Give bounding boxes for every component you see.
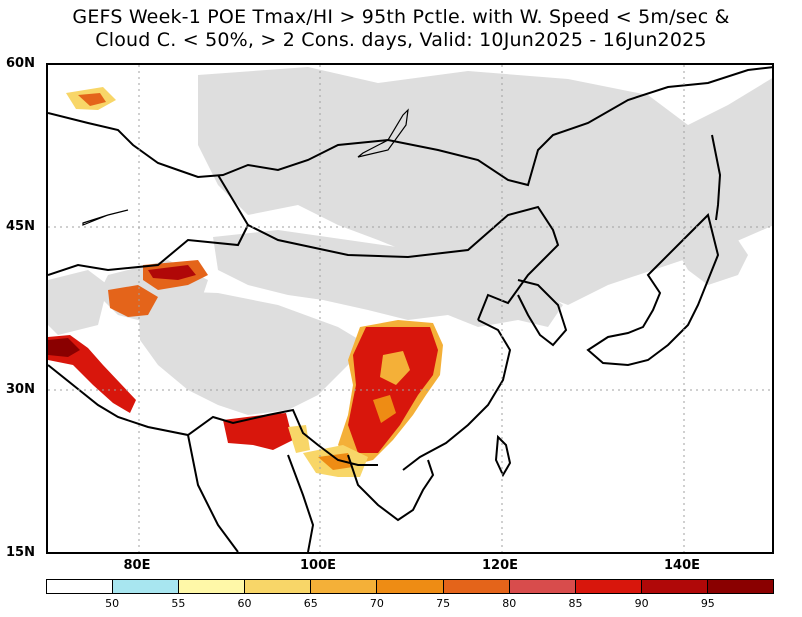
- map-title-line-1: GEFS Week-1 POE Tmax/HI > 95th Pctle. wi…: [72, 6, 730, 28]
- lat-label-45n: 45N: [6, 219, 35, 234]
- map-title-line-2: Cloud C. < 50%, > 2 Cons. days, Valid: 1…: [95, 29, 707, 51]
- lon-label-140e: 140E: [663, 558, 701, 573]
- colorbar-box: [113, 580, 180, 593]
- colorbar-tick-label: 90: [634, 597, 649, 610]
- colorbar-box: [377, 580, 444, 593]
- lat-label-15n: 15N: [6, 545, 35, 560]
- map-panel: [46, 63, 774, 554]
- colorbar-box: [311, 580, 378, 593]
- lakes: [82, 108, 409, 226]
- colorbar-box: [707, 580, 774, 593]
- colorbar-box: [443, 580, 510, 593]
- colorbar-box: [575, 580, 642, 593]
- lon-label-100e: 100E: [299, 558, 337, 573]
- colorbar-tick-label: 85: [568, 597, 583, 610]
- lat-label-30n: 30N: [6, 382, 35, 397]
- lat-label-60n: 60N: [6, 56, 35, 71]
- map-canvas: [48, 65, 772, 552]
- colorbar-box: [179, 580, 246, 593]
- colorbar-box: [641, 580, 708, 593]
- colorbar-tick-label: 95: [700, 597, 715, 610]
- colorbar-tick-label: 60: [237, 597, 252, 610]
- lon-label-80e: 80E: [123, 558, 151, 573]
- colorbar-box: [47, 580, 114, 593]
- colorbar-tick-label: 55: [171, 597, 186, 610]
- colorbar-box: [245, 580, 312, 593]
- lon-label-120e: 120E: [481, 558, 519, 573]
- colorbar-tick-label: 75: [436, 597, 451, 610]
- colorbar-tick-label: 80: [502, 597, 517, 610]
- colorbar-tick-label: 65: [303, 597, 318, 610]
- colorbar-tick-label: 70: [369, 597, 384, 610]
- graticule: [48, 65, 772, 552]
- colorbar-box: [509, 580, 576, 593]
- colorbar-tick-label: 50: [105, 597, 120, 610]
- colorbar: [46, 579, 774, 594]
